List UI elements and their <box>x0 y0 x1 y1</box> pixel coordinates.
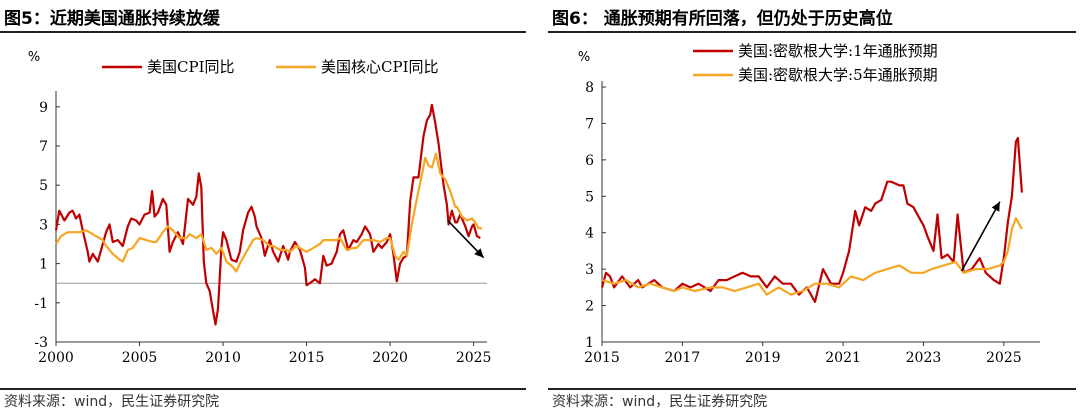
legend-label: 美国核心CPI同比 <box>321 58 439 76</box>
x-tick-label: 2000 <box>38 350 74 366</box>
legend-label: 美国:密歇根大学:5年通胀预期 <box>738 66 938 84</box>
x-tick-label: 2005 <box>122 350 158 366</box>
y-unit-label: % <box>578 50 590 65</box>
source-rule <box>548 388 1076 390</box>
title-rule <box>548 31 1076 33</box>
source-note: 资料来源：wind，民生证券研究院 <box>4 394 220 410</box>
x-tick-label: 2017 <box>665 350 701 366</box>
panel-right: 图6： 通胀预期有所回落，但仍处于历史高位 1 2 3 4 5 6 7 8 2015 2017 20… <box>548 0 1080 418</box>
y-tick-label: 8 <box>585 80 594 96</box>
y-tick-label: 1 <box>585 335 594 351</box>
y-tick-label: 1 <box>39 257 48 273</box>
x-tick-label: 2023 <box>906 350 942 366</box>
y-tick-label: 6 <box>585 153 594 169</box>
figure-title: 图5：近期美国通胀持续放缓 <box>4 9 220 29</box>
series-line <box>54 103 481 326</box>
x-tick-label: 2010 <box>205 350 241 366</box>
title-rule <box>0 31 526 33</box>
legend-label: 美国CPI同比 <box>147 58 235 76</box>
trend-arrow-line <box>960 201 1001 272</box>
y-tick-label: 4 <box>585 226 594 242</box>
panel-left: 图5：近期美国通胀持续放缓 -3 -1 1 3 5 7 9 2000 2005 2010 2015 2… <box>0 0 530 418</box>
figure-title: 图6： 通胀预期有所回落，但仍处于历史高位 <box>552 9 893 29</box>
y-tick-label: 5 <box>39 178 48 194</box>
y-tick-label: 9 <box>39 100 48 116</box>
x-tick-label: 2019 <box>745 350 781 366</box>
x-tick-label: 2015 <box>289 350 325 366</box>
y-tick-label: 2 <box>585 299 594 315</box>
x-tick-label: 2025 <box>456 350 492 366</box>
series-line <box>601 217 1023 296</box>
series-line <box>600 136 1023 303</box>
y-tick-label: 3 <box>585 262 594 278</box>
chart-right: 1 2 3 4 5 6 7 8 2015 2017 2019 2021 2023 2025% 美国:密歇根大… <box>578 42 1040 366</box>
y-tick-label: 3 <box>39 217 48 233</box>
y-tick-label: 7 <box>585 116 594 132</box>
x-tick-label: 2015 <box>584 350 620 366</box>
y-tick-label: 7 <box>39 139 48 155</box>
series-line <box>55 152 482 273</box>
source-note: 资料来源：wind，民生证券研究院 <box>552 394 768 410</box>
legend-label: 美国:密歇根大学:1年通胀预期 <box>738 42 938 60</box>
y-tick-label: 5 <box>585 189 594 205</box>
y-tick-label: -3 <box>34 335 48 351</box>
y-unit-label: % <box>28 50 40 65</box>
x-tick-label: 2020 <box>372 350 408 366</box>
source-rule <box>0 388 526 390</box>
x-tick-label: 2025 <box>986 350 1022 366</box>
x-tick-label: 2021 <box>825 350 861 366</box>
trend-arrow-head <box>474 248 484 258</box>
y-tick-label: -1 <box>34 296 48 312</box>
trend-arrow-head <box>991 201 1000 212</box>
chart-left: -3 -1 1 3 5 7 9 2000 2005 2010 2015 2020 2025% 美国CPI同… <box>28 50 492 366</box>
